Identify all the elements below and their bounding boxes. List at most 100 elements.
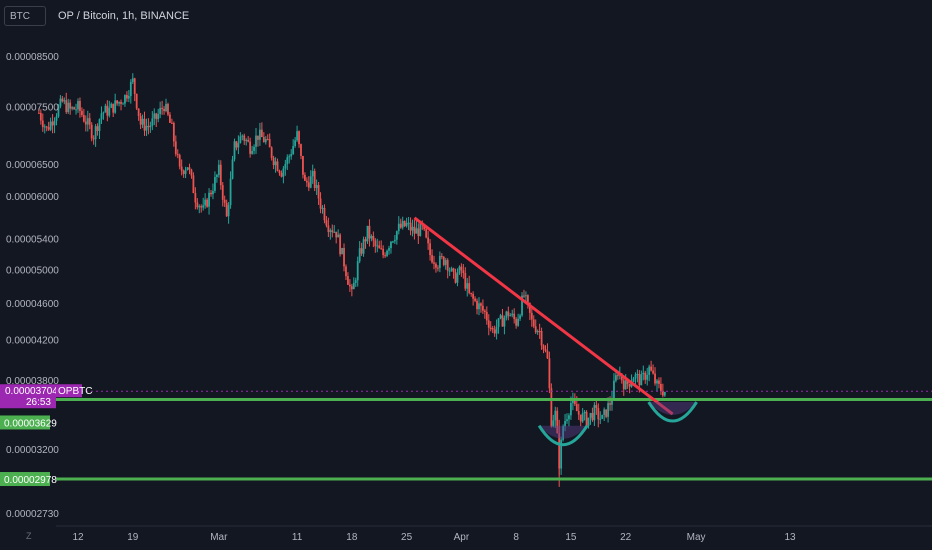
candle-body — [155, 113, 158, 120]
candle-body — [235, 141, 238, 148]
candle-body — [53, 120, 56, 126]
trendline[interactable] — [413, 216, 674, 416]
candle-body — [294, 140, 297, 146]
candle-body — [268, 139, 271, 148]
candle-body — [366, 225, 369, 242]
candle-body — [646, 374, 649, 380]
candle-body — [419, 222, 422, 237]
candle-body — [90, 124, 93, 139]
candle-body — [311, 171, 314, 177]
candle-body — [94, 126, 97, 140]
candle-body — [102, 112, 105, 114]
candle-body — [331, 230, 334, 233]
candle-body — [313, 171, 316, 188]
candle-body — [43, 126, 46, 128]
candle-body — [468, 283, 471, 293]
y-tick-label: 0.00004600 — [6, 299, 59, 310]
candle-body — [454, 272, 457, 283]
x-tick-label: Apr — [454, 532, 470, 543]
candle-body — [300, 144, 302, 156]
candle-body — [538, 330, 541, 332]
candle-body — [296, 131, 298, 141]
candle-body — [104, 105, 107, 113]
candle-body — [141, 118, 144, 125]
candle-body — [564, 420, 566, 427]
candle-body — [536, 330, 539, 333]
level-price-value: 0.00003629 — [4, 418, 57, 429]
candle-body — [84, 121, 87, 125]
candle-body — [61, 98, 64, 102]
candle-body — [390, 241, 392, 249]
candle-body — [100, 113, 103, 120]
arc-fill — [539, 425, 588, 439]
candle-body — [542, 345, 545, 350]
candle-body — [188, 167, 191, 170]
y-tick-label: 0.00007500 — [6, 102, 59, 113]
candle-body — [552, 420, 555, 427]
x-tick-label: 11 — [292, 532, 303, 543]
candle-body — [200, 206, 203, 208]
candle-body — [45, 126, 48, 128]
candle-body — [278, 170, 281, 174]
candle-body — [544, 349, 547, 351]
candle-body — [634, 374, 637, 379]
candle-body — [82, 114, 85, 122]
candle-body — [305, 180, 308, 183]
chart-title[interactable]: OP / Bitcoin, 1h, BINANCE — [58, 10, 190, 22]
candle-body — [438, 255, 441, 268]
candle-body — [546, 350, 549, 359]
candle-body — [192, 175, 195, 194]
candle-body — [388, 248, 390, 251]
candle-body — [392, 241, 394, 243]
symbol-search-box[interactable]: BTC — [4, 6, 46, 26]
chart-header: BTC OP / Bitcoin, 1h, BINANCE — [0, 0, 932, 34]
x-tick-label: 25 — [401, 532, 413, 543]
candle-body — [622, 380, 625, 390]
candle-body — [433, 262, 435, 264]
x-tick-label: 19 — [127, 532, 139, 543]
candle-body — [75, 109, 77, 111]
candle-body — [511, 313, 514, 316]
y-tick-label: 0.00005400 — [6, 235, 59, 246]
candle-body — [517, 318, 520, 326]
arc-drawing[interactable] — [647, 401, 698, 423]
candle-body — [186, 167, 189, 171]
candle-body — [556, 410, 559, 434]
candle-body — [513, 313, 516, 320]
candle-body — [577, 411, 580, 415]
candle-body — [345, 266, 347, 277]
candle-body — [601, 414, 604, 419]
candle-body — [225, 202, 228, 217]
candle-body — [497, 318, 500, 327]
candle-body — [233, 141, 236, 160]
arc-drawing[interactable] — [537, 424, 589, 446]
candle-body — [636, 373, 639, 375]
candle-body — [163, 108, 165, 112]
price-axis[interactable]: 0.00008500 0.00007500 0.00006500 0.00006000… — [6, 52, 59, 520]
candle-body — [581, 413, 584, 422]
candle-body — [249, 141, 252, 154]
last-price-value: 0.00003704 — [5, 386, 58, 397]
candle-body — [605, 409, 608, 417]
candle-body — [384, 255, 386, 257]
candle-body — [71, 107, 74, 109]
candle-body — [280, 173, 283, 177]
y-tick-label: 0.00008500 — [6, 52, 59, 63]
bar-countdown: 26:53 — [26, 397, 51, 408]
candle-body — [401, 220, 404, 228]
candle-body — [474, 298, 476, 301]
candle-body — [603, 409, 606, 415]
auto-scale-toggle[interactable]: Z — [26, 531, 32, 541]
candle-body — [575, 404, 578, 412]
candle-body — [208, 192, 210, 207]
candle-body — [550, 388, 553, 427]
candle-body — [429, 243, 431, 256]
candle-body — [245, 139, 248, 141]
candle-body — [88, 118, 91, 125]
candle-body — [167, 104, 169, 115]
candle-body — [530, 312, 533, 320]
candle-body — [615, 375, 617, 381]
time-axis[interactable]: 12 19 Mar 11 18 25 Apr 8 15 22 May 13 — [56, 525, 932, 543]
candle-body — [652, 370, 654, 374]
